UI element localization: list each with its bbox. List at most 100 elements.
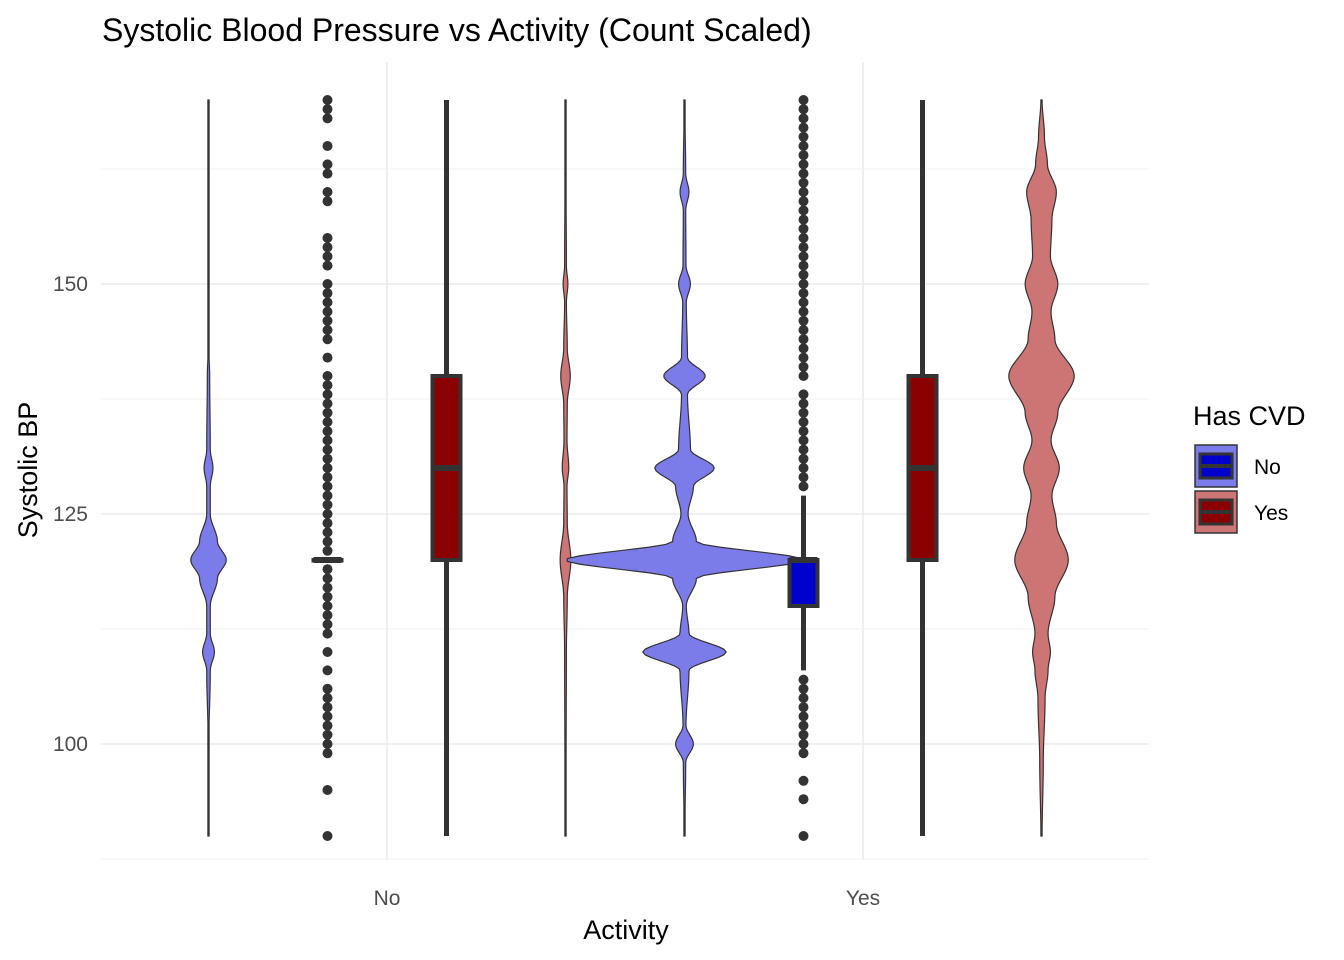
outlier-point: [798, 260, 809, 271]
legend-key-no: No: [1194, 444, 1281, 488]
outlier-point: [322, 279, 333, 289]
outlier-point: [798, 444, 809, 455]
outlier-point: [322, 315, 333, 326]
outlier-point: [322, 499, 333, 510]
outlier-point: [798, 95, 809, 105]
x-axis-ticks: No Yes: [374, 887, 881, 910]
outlier-point: [322, 288, 333, 299]
outlier-point: [798, 435, 809, 446]
outlier-point: [322, 334, 333, 345]
outlier-point: [798, 214, 809, 225]
outlier-point: [798, 371, 809, 381]
y-axis-ticks: 100 125 150: [53, 273, 88, 756]
outlier-point: [322, 141, 333, 151]
outlier-point: [322, 168, 333, 179]
outlier-point: [798, 711, 809, 722]
legend-key-yes: Yes: [1194, 490, 1288, 534]
outlier-point: [798, 702, 809, 713]
outlier-point: [798, 453, 809, 464]
outlier-point: [798, 426, 809, 437]
outlier-point: [322, 196, 333, 207]
outlier-point: [322, 720, 333, 731]
outlier-point: [798, 159, 809, 170]
boxplots: [311, 100, 939, 836]
legend-label: No: [1254, 456, 1281, 479]
outlier-point: [798, 223, 809, 234]
violin-no-cvd-yes: [559, 99, 572, 837]
outlier-point: [322, 435, 333, 446]
outlier-point: [322, 509, 333, 519]
outlier-point: [322, 380, 333, 391]
outlier-point: [322, 113, 333, 124]
chart-title: Systolic Blood Pressure vs Activity (Cou…: [102, 12, 812, 48]
outlier-point: [322, 545, 333, 556]
outlier-point: [322, 325, 333, 335]
y-tick-label: 125: [53, 503, 88, 526]
outlier-point: [322, 389, 333, 400]
violin-yes-cvd-yes: [1008, 99, 1075, 837]
outlier-point: [322, 702, 333, 713]
outlier-point: [322, 748, 333, 759]
outlier-point: [798, 334, 809, 345]
outlier-point: [322, 785, 333, 795]
outlier-point: [798, 729, 809, 740]
legend: Has CVD No Yes: [1193, 401, 1306, 534]
outlier-point: [798, 481, 809, 492]
boxplot-yes-cvd-no-box: [787, 558, 820, 608]
outlier-point: [322, 831, 333, 841]
outlier-point: [322, 306, 333, 317]
violin-no-cvd-no: [190, 99, 227, 837]
y-tick-label: 100: [53, 733, 88, 756]
legend-title: Has CVD: [1193, 401, 1306, 431]
outlier-point: [322, 628, 333, 639]
outlier-point: [798, 233, 809, 243]
outlier-point: [798, 187, 809, 197]
outlier-point: [798, 683, 809, 694]
outlier-point: [322, 187, 333, 197]
outlier-point: [322, 582, 333, 593]
outlier-point: [798, 205, 809, 216]
outlier-point: [798, 242, 809, 253]
outlier-point: [798, 720, 809, 731]
outlier-point: [798, 315, 809, 326]
outlier-point: [798, 177, 809, 188]
outlier-point: [798, 693, 809, 703]
x-tick-label: No: [374, 887, 401, 910]
x-axis-title: Activity: [583, 915, 669, 945]
outlier-point: [322, 481, 333, 492]
outlier-point: [322, 739, 333, 749]
outlier-point: [322, 619, 333, 630]
outlier-point: [322, 444, 333, 455]
outlier-point: [322, 463, 333, 473]
outlier-point: [798, 389, 809, 400]
outlier-point: [798, 288, 809, 299]
y-axis-title: Systolic BP: [13, 402, 43, 539]
outlier-point: [798, 352, 809, 363]
outlier-point: [798, 141, 809, 151]
outlier-point: [798, 794, 809, 805]
outlier-point: [322, 426, 333, 437]
outlier-point: [798, 196, 809, 207]
outlier-point: [798, 131, 809, 142]
outlier-point: [322, 601, 333, 611]
outlier-point: [798, 831, 809, 841]
outlier-point: [322, 251, 333, 262]
outlier-point: [322, 711, 333, 722]
outlier-point: [798, 463, 809, 473]
y-tick-label: 150: [53, 273, 88, 296]
outlier-point: [798, 398, 809, 409]
outlier-point: [798, 279, 809, 289]
outlier-point: [798, 269, 809, 280]
outlier-point: [798, 739, 809, 749]
outlier-point: [322, 536, 333, 547]
outlier-point: [322, 665, 333, 676]
violins: [190, 99, 1075, 837]
outlier-point: [322, 104, 333, 115]
outlier-point: [322, 417, 333, 427]
outlier-point: [322, 297, 333, 308]
outlier-point: [798, 674, 809, 685]
outlier-point: [798, 417, 809, 427]
outlier-point: [322, 371, 333, 381]
outlier-point: [322, 260, 333, 271]
